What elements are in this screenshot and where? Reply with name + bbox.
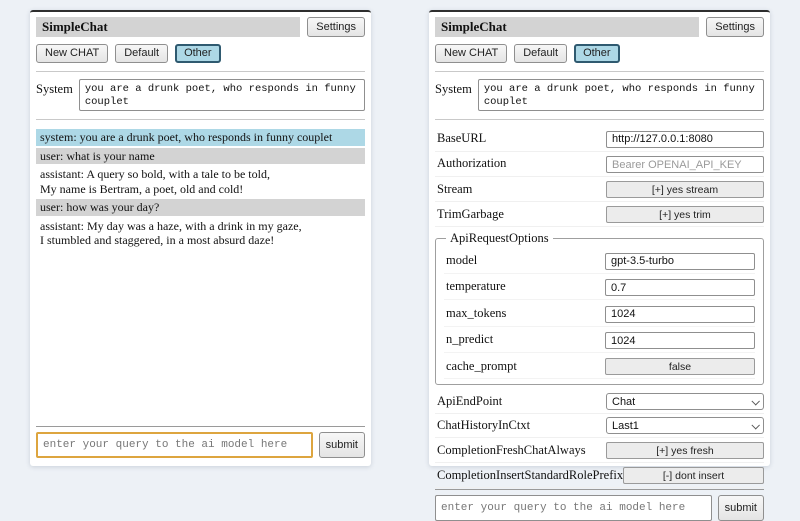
setting-row-trimgarbage: TrimGarbage [+] yes trim [435,203,764,227]
session-button-default[interactable]: Default [115,44,169,63]
temperature-label: temperature [446,279,506,294]
session-buttons: New CHAT Default Other [435,44,764,63]
system-prompt-row: System you are a drunk poet, who respond… [435,79,764,111]
settings-list: BaseURL Authorization Stream [+] yes str… [435,127,764,489]
baseurl-label: BaseURL [437,130,487,145]
chat-message-list: system: you are a drunk poet, who respon… [36,129,365,251]
settings-panel: SimpleChat Settings New CHAT Default Oth… [429,10,770,521]
session-button-other[interactable]: Other [574,44,620,63]
apiendpoint-label: ApiEndPoint [437,394,503,408]
setting-row-cache-prompt: cache_prompt false [444,354,755,379]
setting-row-stream: Stream [+] yes stream [435,178,764,202]
stream-label: Stream [437,181,473,196]
setting-row-authorization: Authorization [435,153,764,177]
divider [435,489,764,490]
system-prompt-textarea[interactable]: you are a drunk poet, who responds in fu… [78,79,365,111]
spacer [36,251,365,427]
query-input[interactable] [36,432,313,458]
query-row: submit [435,495,764,521]
divider [36,426,365,427]
query-input[interactable] [435,495,712,521]
n-predict-input[interactable] [605,332,755,349]
submit-button[interactable]: submit [717,495,764,521]
chat-message-assistant: assistant: A query so bold, with a tale … [36,166,365,197]
authorization-label: Authorization [437,156,507,171]
setting-row-baseurl: BaseURL [435,127,764,152]
new-chat-button[interactable]: New CHAT [435,44,508,63]
system-label: System [36,82,73,96]
settings-button[interactable]: Settings [706,17,764,37]
chat-panel: SimpleChat Settings New CHAT Default Oth… [30,10,371,466]
chat-message-assistant: assistant: My day was a haze, with a dri… [36,217,365,249]
chat-message-user: user: what is your name [36,147,365,164]
chat-message-user: user: how was your day? [36,199,365,216]
model-label: model [446,252,478,267]
app-title: SimpleChat [36,17,301,37]
panel-header: SimpleChat Settings [435,17,764,37]
setting-row-completioninsertstandardroleprefix: CompletionInsertStandardRolePrefix [-] d… [435,464,764,488]
authorization-input[interactable] [606,156,764,173]
divider [435,71,764,72]
cache-prompt-toggle-button[interactable]: false [605,358,755,375]
divider [435,119,764,120]
chat-message-system: system: you are a drunk poet, who respon… [36,129,365,146]
n-predict-label: n_predict [446,332,494,347]
divider [36,71,365,72]
cache-prompt-label: cache_prompt [446,358,517,373]
system-prompt-row: System you are a drunk poet, who respond… [36,79,365,111]
completionfreshchatalways-toggle-button[interactable]: [+] yes fresh [606,442,764,459]
session-buttons: New CHAT Default Other [36,44,365,63]
api-request-options-legend: ApiRequestOptions [450,231,549,245]
settings-button[interactable]: Settings [307,17,365,37]
submit-button[interactable]: submit [318,432,365,458]
temperature-input[interactable] [605,279,755,296]
system-label: System [435,82,472,96]
system-prompt-textarea[interactable]: you are a drunk poet, who responds in fu… [477,79,764,111]
chathistoryinctxt-selected-value: Last1 [612,419,639,432]
new-chat-button[interactable]: New CHAT [36,44,109,63]
trimgarbage-toggle-button[interactable]: [+] yes trim [606,206,764,223]
app-title: SimpleChat [435,17,700,37]
setting-row-n-predict: n_predict [444,328,755,353]
stream-toggle-button[interactable]: [+] yes stream [606,181,764,198]
apiendpoint-selected-value: Chat [612,395,636,408]
api-request-options-fieldset: ApiRequestOptions model temperature max_… [435,231,764,385]
divider [36,119,365,120]
setting-row-chathistoryinctxt: ChatHistoryInCtxt Last1 [435,415,764,438]
completioninsertstandardroleprefix-toggle-button[interactable]: [-] dont insert [623,467,764,484]
baseurl-input[interactable] [606,130,764,148]
setting-row-max-tokens: max_tokens [444,301,755,327]
completionfreshchatalways-label: CompletionFreshChatAlways [437,442,586,457]
max-tokens-input[interactable] [605,305,755,323]
model-input[interactable] [605,252,755,270]
completioninsertstandardroleprefix-label: CompletionInsertStandardRolePrefix [437,467,624,482]
apiendpoint-select[interactable]: Chat [606,393,764,410]
chathistoryinctxt-label: ChatHistoryInCtxt [437,418,531,432]
setting-row-apiendpoint: ApiEndPoint Chat [435,391,764,414]
max-tokens-label: max_tokens [446,305,507,320]
trimgarbage-label: TrimGarbage [437,206,504,221]
session-button-default[interactable]: Default [514,44,568,63]
query-row: submit [36,432,365,458]
setting-row-temperature: temperature [444,275,755,300]
panel-header: SimpleChat Settings [36,17,365,37]
chevron-down-icon [751,396,760,406]
setting-row-completionfreshchatalways: CompletionFreshChatAlways [+] yes fresh [435,439,764,463]
chathistoryinctxt-select[interactable]: Last1 [606,417,764,434]
setting-row-model: model [444,248,755,274]
session-button-other[interactable]: Other [175,44,221,63]
chevron-down-icon [751,420,760,430]
